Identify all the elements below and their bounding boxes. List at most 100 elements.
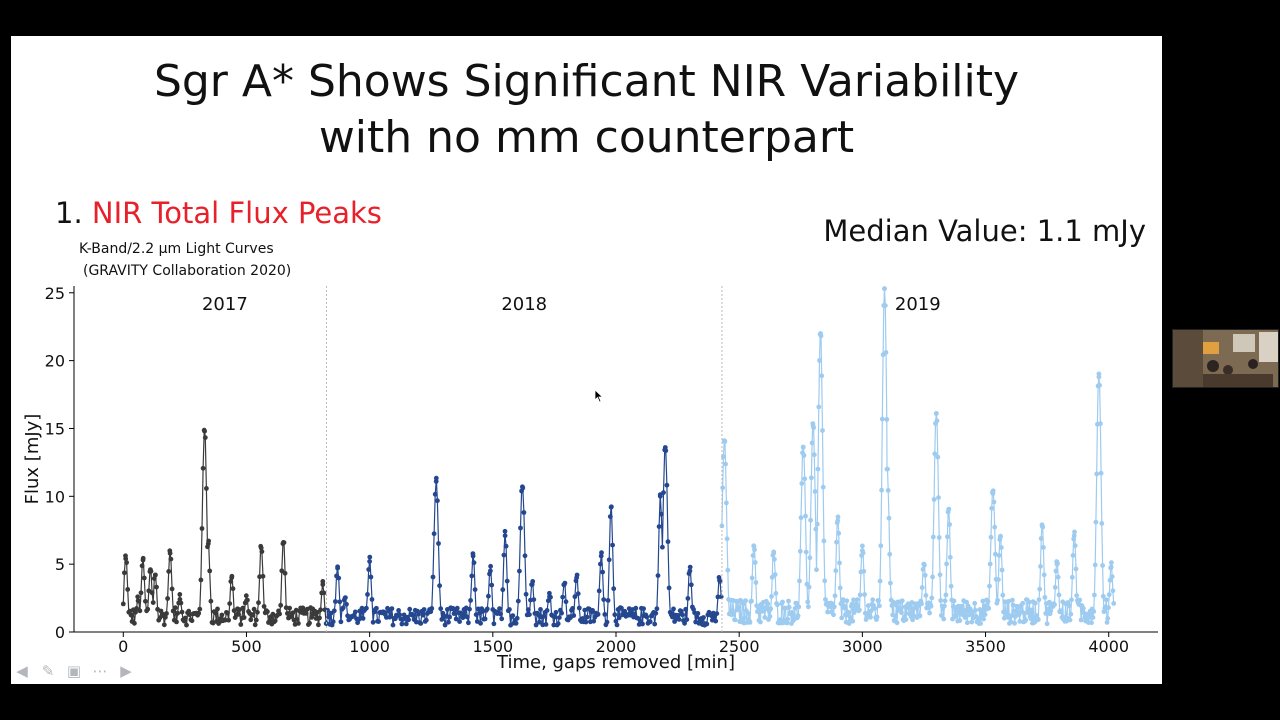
data-point-2019 bbox=[989, 505, 995, 511]
data-point-2017 bbox=[316, 622, 321, 628]
data-point-2019 bbox=[772, 556, 777, 562]
data-point-2019 bbox=[941, 616, 947, 622]
data-point-2018 bbox=[583, 619, 589, 625]
data-point-2018 bbox=[399, 621, 405, 627]
data-point-2019 bbox=[753, 580, 759, 585]
data-point-2019 bbox=[845, 609, 851, 615]
data-point-2019 bbox=[981, 603, 987, 609]
data-point-2018 bbox=[503, 543, 509, 549]
data-point-2019 bbox=[820, 484, 826, 490]
data-point-2018 bbox=[433, 475, 439, 481]
data-point-2019 bbox=[1105, 616, 1111, 621]
data-point-2019 bbox=[786, 598, 791, 604]
data-point-2018 bbox=[666, 585, 672, 591]
data-point-2019 bbox=[980, 598, 986, 604]
data-point-2019 bbox=[1044, 621, 1050, 627]
y-tick-label: 15 bbox=[45, 419, 65, 438]
data-point-2018 bbox=[344, 601, 349, 607]
data-point-2018 bbox=[454, 605, 460, 611]
data-point-2018 bbox=[472, 587, 478, 592]
data-point-2019 bbox=[831, 612, 836, 618]
data-point-2019 bbox=[951, 598, 957, 604]
data-point-2018 bbox=[555, 621, 561, 627]
data-point-2018 bbox=[574, 572, 580, 578]
data-point-2019 bbox=[1070, 553, 1076, 558]
data-point-2019 bbox=[780, 599, 785, 605]
data-point-2018 bbox=[507, 607, 512, 612]
data-point-2019 bbox=[1010, 597, 1015, 603]
data-point-2018 bbox=[368, 574, 374, 580]
data-point-2019 bbox=[1106, 592, 1112, 597]
data-point-2018 bbox=[513, 620, 519, 626]
data-point-2019 bbox=[801, 453, 807, 458]
data-point-2019 bbox=[991, 499, 997, 505]
data-point-2017 bbox=[229, 573, 235, 579]
data-point-2019 bbox=[1078, 617, 1084, 623]
year-label: 2017 bbox=[202, 294, 248, 315]
data-point-2018 bbox=[656, 524, 662, 529]
data-point-2018 bbox=[543, 622, 549, 627]
data-point-2018 bbox=[432, 491, 438, 497]
data-point-2018 bbox=[553, 609, 559, 615]
data-point-2019 bbox=[786, 604, 792, 610]
data-point-2018 bbox=[521, 510, 527, 515]
more-icon[interactable]: ⋯ bbox=[92, 662, 108, 680]
data-point-2019 bbox=[1097, 382, 1102, 388]
data-point-2019 bbox=[931, 497, 937, 502]
data-point-2019 bbox=[891, 599, 896, 605]
data-point-2019 bbox=[877, 603, 882, 609]
data-point-2019 bbox=[884, 417, 890, 422]
data-point-2019 bbox=[942, 603, 947, 609]
slides-icon[interactable]: ▣ bbox=[66, 662, 82, 680]
data-point-2019 bbox=[809, 440, 815, 446]
data-point-2017 bbox=[137, 608, 143, 614]
series-line-2017 bbox=[122, 429, 327, 627]
pen-icon[interactable]: ✎ bbox=[41, 662, 55, 680]
data-point-2019 bbox=[851, 597, 856, 603]
data-point-2019 bbox=[1109, 574, 1115, 579]
data-point-2019 bbox=[725, 567, 731, 573]
data-point-2019 bbox=[910, 617, 915, 623]
data-point-2018 bbox=[515, 598, 521, 604]
data-point-2019 bbox=[943, 592, 949, 598]
data-point-2017 bbox=[219, 612, 225, 618]
data-point-2019 bbox=[750, 553, 756, 558]
data-point-2019 bbox=[800, 445, 806, 450]
data-point-2019 bbox=[803, 549, 809, 555]
data-point-2019 bbox=[1013, 614, 1018, 619]
data-point-2018 bbox=[570, 606, 575, 611]
data-point-2019 bbox=[806, 604, 811, 610]
series-line-2018 bbox=[325, 447, 722, 627]
data-point-2019 bbox=[988, 534, 994, 540]
data-point-2017 bbox=[253, 617, 259, 623]
chart-caption: K-Band/2.2 μm Light Curves (GRAVITY Coll… bbox=[79, 238, 291, 282]
data-point-2019 bbox=[814, 567, 819, 573]
data-point-2019 bbox=[1000, 592, 1006, 598]
data-point-2018 bbox=[386, 608, 391, 614]
data-point-2019 bbox=[1092, 562, 1098, 568]
arrow-left-icon[interactable]: ◀ bbox=[16, 662, 28, 680]
data-point-2019 bbox=[883, 350, 889, 355]
y-tick-label: 10 bbox=[45, 487, 65, 506]
data-point-2018 bbox=[713, 618, 719, 624]
data-point-2019 bbox=[975, 616, 981, 621]
data-point-2019 bbox=[722, 439, 728, 444]
data-point-2018 bbox=[661, 490, 666, 495]
data-point-2019 bbox=[742, 615, 748, 621]
webcam-video-thumbnail[interactable] bbox=[1172, 329, 1279, 388]
slide-title-line-1: Sgr A* Shows Significant NIR Variability bbox=[153, 56, 1020, 107]
data-point-2019 bbox=[836, 530, 842, 536]
arrow-right-icon[interactable]: ▶ bbox=[120, 662, 132, 680]
data-point-2019 bbox=[872, 606, 878, 611]
data-point-2019 bbox=[1094, 471, 1100, 477]
data-point-2018 bbox=[695, 611, 701, 616]
data-point-2018 bbox=[538, 607, 543, 612]
data-point-2018 bbox=[663, 448, 669, 454]
x-tick-label: 500 bbox=[231, 637, 262, 656]
data-point-2018 bbox=[559, 610, 564, 616]
data-point-2018 bbox=[613, 618, 619, 624]
data-point-2017 bbox=[287, 605, 292, 611]
data-point-2017 bbox=[250, 612, 256, 618]
data-point-2018 bbox=[436, 541, 441, 546]
data-point-2018 bbox=[632, 611, 638, 617]
